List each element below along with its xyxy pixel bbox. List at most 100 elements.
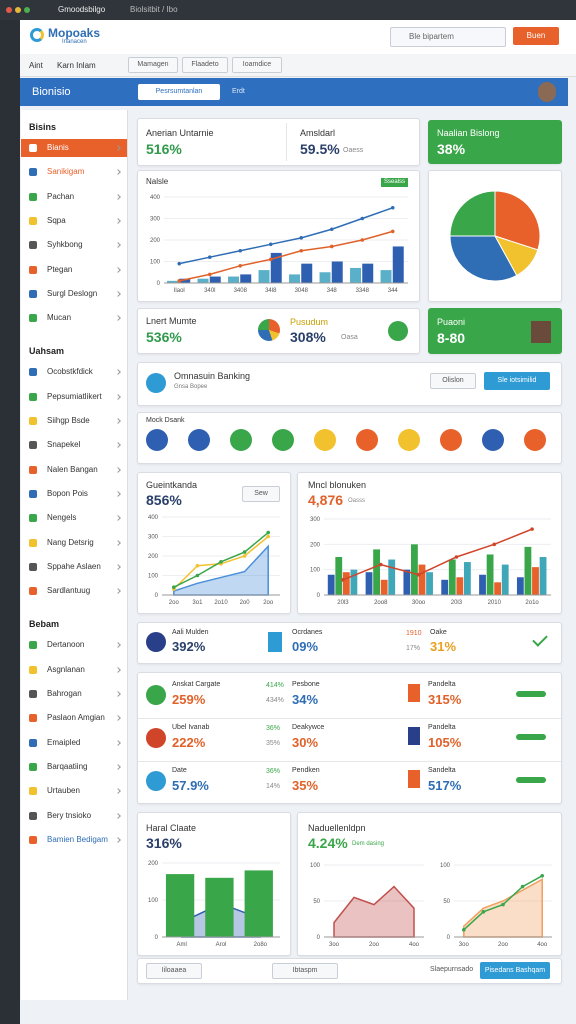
item-label: Anskat Cargate (172, 681, 221, 688)
chart-title: Naduellenldpn (308, 823, 366, 833)
header: Mopoaks Inanacen Ble bipartem Buen (20, 20, 576, 55)
bar (411, 544, 418, 595)
search[interactable]: Ble bipartem (390, 27, 506, 47)
icon (388, 321, 408, 341)
bar (342, 572, 350, 595)
bar (197, 278, 209, 283)
icon (29, 368, 37, 377)
sidebar-item[interactable]: Barqaatiing (47, 761, 88, 771)
banner: Omnasuin Banking Gnsa Bopee Olislon Sle … (137, 362, 562, 406)
sidebar-item[interactable]: Dertanoon (47, 640, 85, 650)
item-label: Pandelta (428, 681, 456, 688)
button[interactable]: Pisedans Bashqam (480, 962, 550, 979)
sidebar-item[interactable]: Asgnlanan (47, 664, 85, 674)
sidebar-item[interactable]: Siihgp Bsde (47, 416, 90, 425)
sidebar-item[interactable]: Ocobstkfdick (47, 367, 93, 377)
point (492, 542, 497, 547)
icon (146, 771, 166, 791)
toolbar-title: Bionisio (32, 86, 71, 98)
sidebar-item[interactable]: Bianis (47, 143, 69, 152)
sidebar-item[interactable]: Bahrogan (47, 689, 82, 698)
tab[interactable]: Gmoodsbilgo (58, 5, 106, 14)
x-tick-label: 2o1o (525, 600, 539, 606)
icon (146, 373, 166, 393)
select[interactable]: Iiloaaea (146, 963, 202, 979)
button[interactable]: Olislon (430, 373, 476, 389)
sidebar-item[interactable]: Surgl Deslogn (47, 288, 98, 298)
sidebar-item[interactable]: Paslaon Amgian (47, 713, 105, 723)
banner-title: Omnasuin Banking (174, 371, 251, 381)
divider (138, 718, 561, 719)
sidebar-item[interactable]: Bery tnsioko (47, 810, 92, 820)
bar (539, 557, 547, 595)
bar (350, 267, 362, 283)
sidebar-item[interactable]: Emaipled (47, 737, 81, 747)
chart-card: Gueintkanda 856% Sew 0 100 200 300 400 2oo 3o1… (137, 472, 291, 614)
icon (408, 770, 420, 788)
sidebar-item[interactable]: Pachan (47, 191, 75, 201)
button[interactable]: Sle iotsimilid (484, 372, 550, 390)
sidebar-item[interactable]: Snapekel (47, 440, 81, 450)
y-tick-label: 100 (310, 863, 321, 869)
chart-headline: 856% (146, 492, 182, 508)
avatar[interactable] (538, 82, 556, 102)
sidebar-item[interactable]: Sardlantuug (47, 586, 91, 596)
sidebar-item[interactable]: Sqpa (47, 215, 66, 225)
item-label: Pesbone (292, 681, 320, 688)
point (416, 572, 421, 577)
sidebar-item[interactable]: Nalen Bangan (47, 464, 98, 474)
bar (350, 569, 358, 595)
item-label: Date (172, 767, 187, 774)
y-tick-label: 50 (443, 899, 450, 905)
chevron (115, 442, 121, 449)
tab[interactable]: Pesrsumtanlan (138, 84, 220, 100)
sidebar-item[interactable]: Mucan (47, 313, 72, 323)
sidebar-item[interactable]: Syhkbong (47, 240, 83, 250)
point (219, 560, 223, 564)
icon (29, 811, 37, 820)
y-tick-label: 200 (150, 238, 161, 244)
dropdown[interactable]: Mamagen (128, 57, 178, 73)
sidebar-item[interactable]: Ptegan (47, 264, 73, 274)
kpi-label: Puaoni (437, 317, 466, 327)
x-tick-label: 344 (388, 288, 399, 294)
sidebar-item[interactable]: Pepsumiatlikert (47, 391, 102, 401)
select[interactable]: Ibtaspm (272, 963, 338, 979)
bar (426, 572, 433, 595)
nav-link[interactable]: Karn Inlam (57, 61, 96, 70)
point (329, 227, 334, 232)
bar (319, 272, 331, 283)
nav-link[interactable]: Aint (29, 61, 43, 70)
tab[interactable]: Biolsitbit / Ibo (130, 5, 178, 14)
chart: 0 100 200 300 400 2oo 3o1 2o10 2o0 2oo (148, 515, 280, 606)
sidebar-item[interactable]: Bopon Pois (47, 488, 88, 498)
y-tick-label: 100 (148, 574, 159, 580)
sidebar-item[interactable]: Bamien Bedigam (47, 834, 108, 844)
kpi-value: 308% (290, 329, 326, 345)
dropdown[interactable]: Ioamdice (232, 57, 282, 73)
item-label: Ubel Ivanab (172, 724, 210, 731)
dropdown[interactable]: Flaadeto (182, 57, 228, 73)
kpi-value: 59.5% (300, 141, 340, 157)
point (360, 216, 365, 221)
header-button[interactable]: Buen (513, 27, 559, 45)
sidebar-item[interactable]: Sanikigam (47, 167, 85, 177)
chevron (115, 715, 121, 722)
tab[interactable]: Erdt (232, 88, 245, 95)
point (520, 884, 525, 889)
sidebar-item[interactable]: Nang Detsrig (47, 537, 94, 547)
sidebar-item[interactable]: Urtauben (47, 786, 80, 796)
x-tick-label: 3oo (329, 942, 340, 948)
button[interactable]: Sew (242, 486, 280, 502)
y-tick-label: 0 (157, 281, 161, 287)
x-tick-label: 4oo (409, 942, 420, 948)
icon (146, 685, 166, 705)
sidebar-item[interactable]: Sppahe Aslaen (47, 561, 101, 571)
item-value: 30% (292, 735, 319, 750)
sidebar: Bisins Bianis Sanikigam Pachan Sqpa Syhkbong P… (21, 110, 128, 1000)
chevron (115, 642, 121, 649)
x-tick-label: 3o1 (192, 600, 203, 606)
chevron (115, 563, 121, 570)
point (530, 527, 534, 531)
sidebar-item[interactable]: Nengels (47, 513, 77, 523)
